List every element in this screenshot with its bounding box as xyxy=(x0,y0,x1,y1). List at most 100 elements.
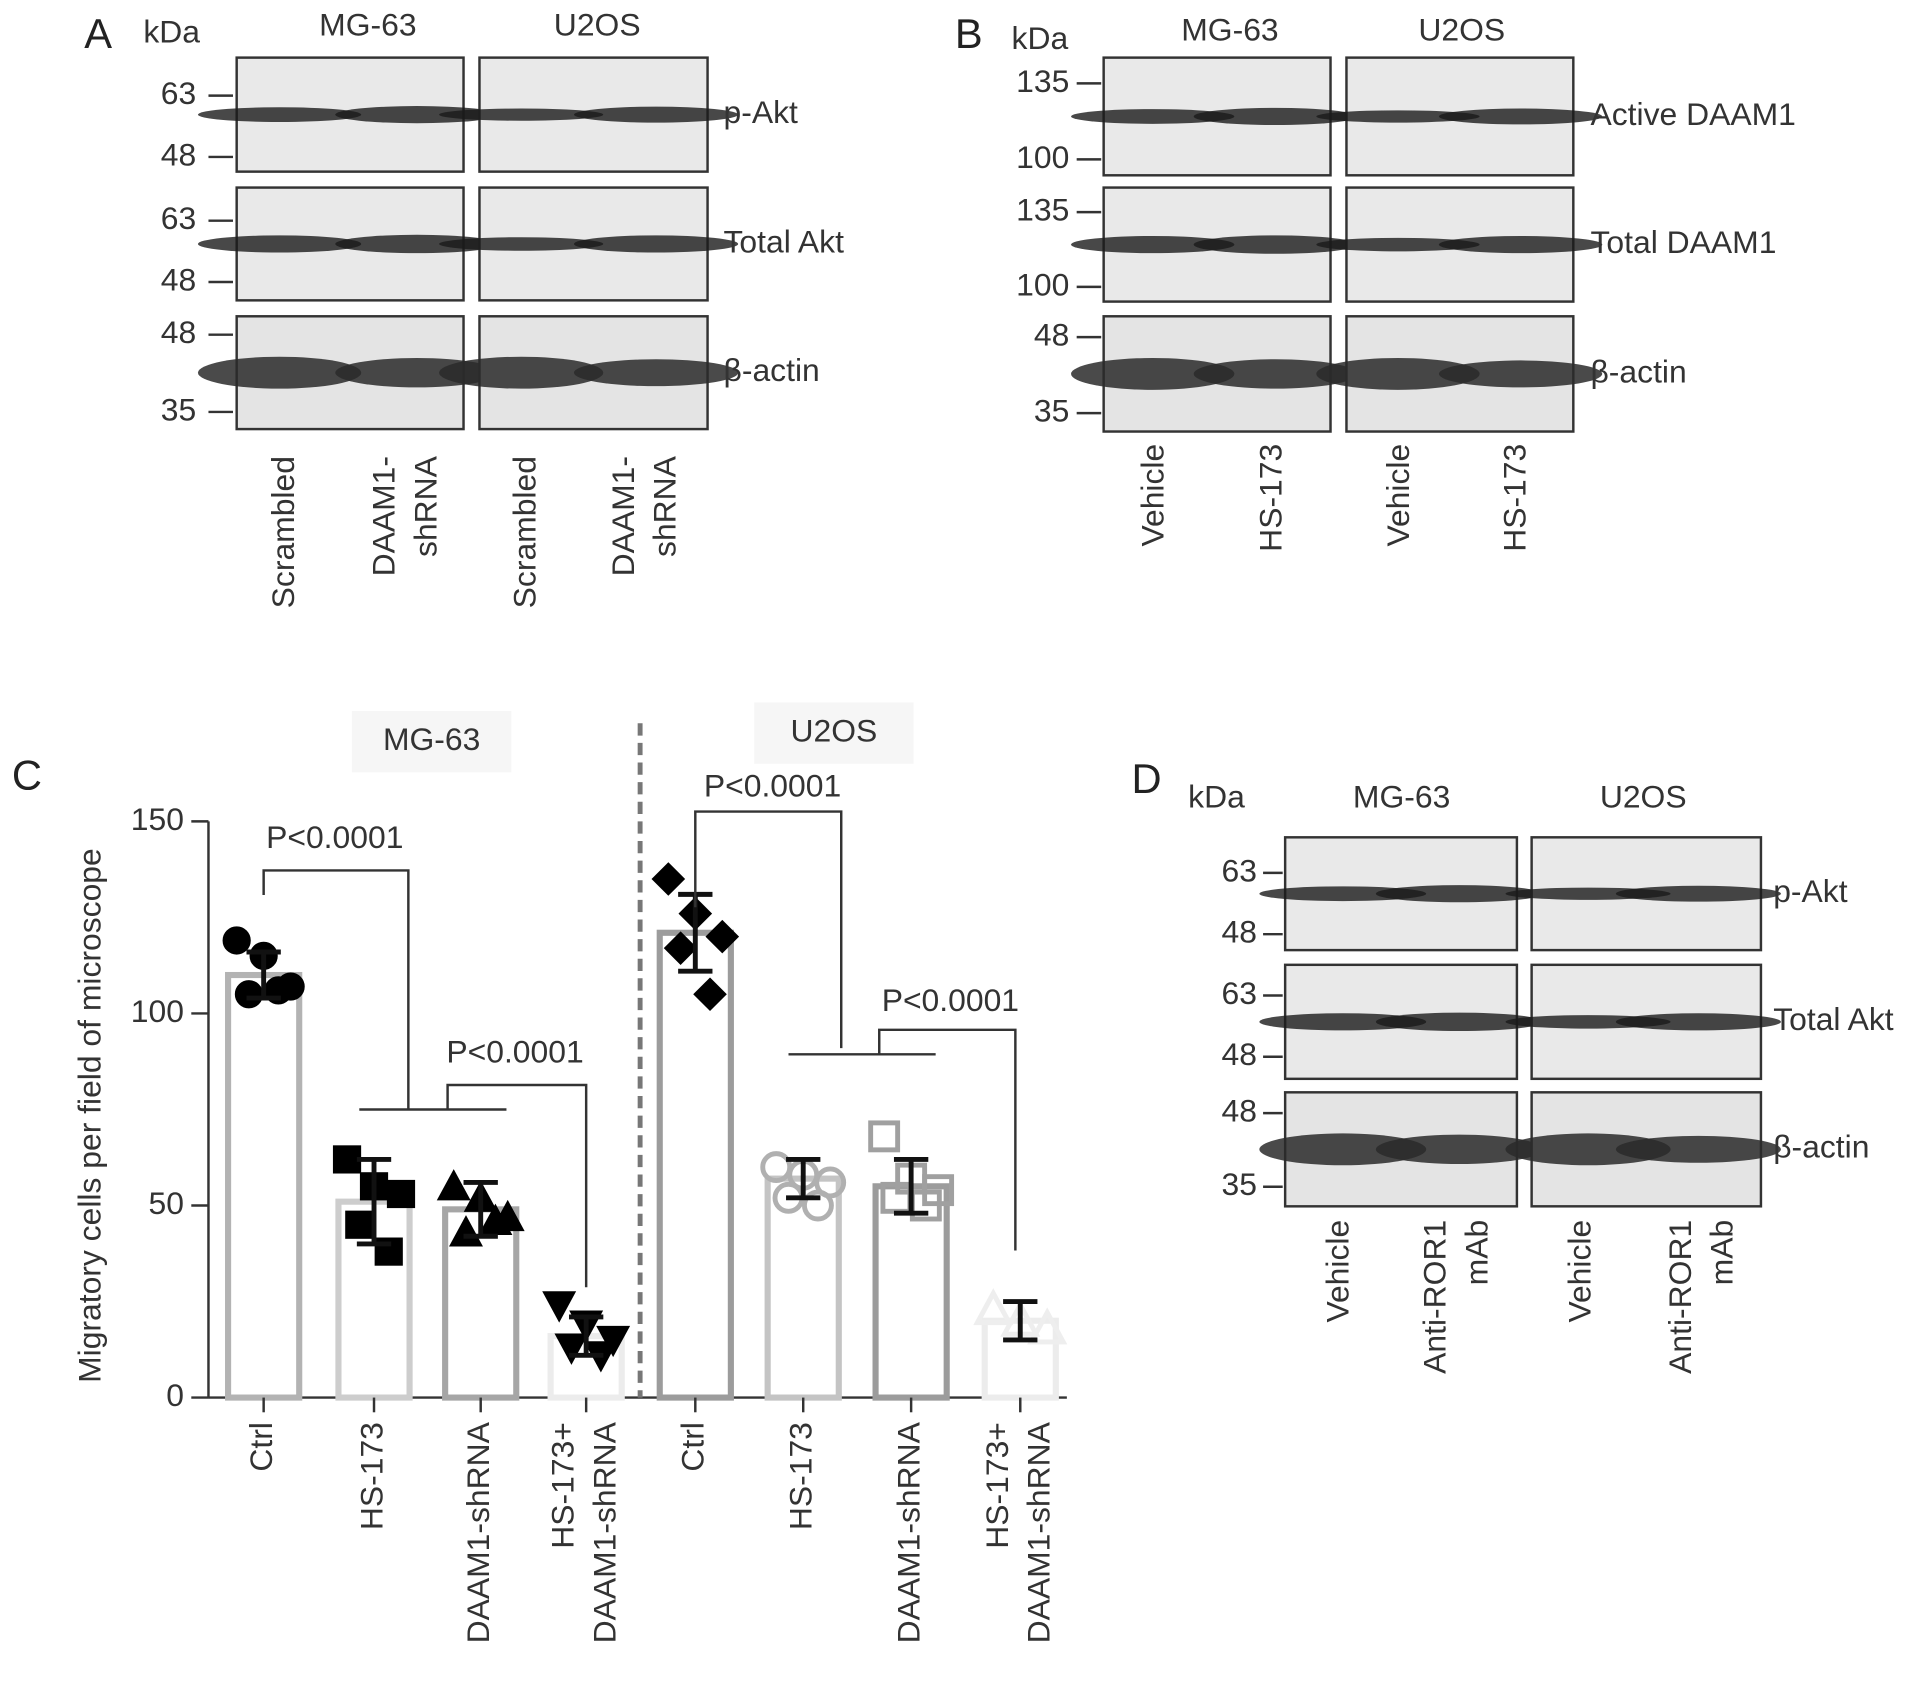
data-point xyxy=(801,1189,834,1222)
data-point xyxy=(449,1215,483,1247)
significance-bracket xyxy=(694,810,936,1056)
band xyxy=(1193,359,1358,389)
error-bar xyxy=(786,1156,821,1201)
group-label-bg xyxy=(754,702,914,764)
x-tick-label: DAAM1-shRNA xyxy=(460,1421,496,1643)
significance-bracket xyxy=(262,869,507,1111)
marker-label: 63 xyxy=(1221,852,1256,888)
data-point xyxy=(332,1145,362,1174)
data-point xyxy=(542,1291,577,1323)
x-tick-label: HS-173+ xyxy=(545,1422,581,1549)
band xyxy=(1316,357,1480,390)
data-point xyxy=(222,926,251,955)
marker-label: 63 xyxy=(161,200,196,236)
marker-label: 100 xyxy=(1016,266,1069,302)
band xyxy=(1071,109,1235,124)
p-value: P<0.0001 xyxy=(704,768,841,804)
row-label: Total Akt xyxy=(724,223,845,259)
marker-label: 35 xyxy=(161,391,196,427)
lane-label: Vehicle xyxy=(1320,1220,1356,1323)
band xyxy=(573,235,739,253)
band xyxy=(1316,237,1480,252)
row-label: β-actin xyxy=(1590,353,1686,389)
band xyxy=(1259,1133,1427,1166)
group-label: MG-63 xyxy=(383,721,480,757)
lane-label: Vehicle xyxy=(1561,1220,1597,1323)
x-tick-label: Ctrl xyxy=(243,1422,279,1472)
row-label: β-actin xyxy=(724,352,820,388)
data-point xyxy=(596,1325,631,1358)
band xyxy=(1438,360,1603,388)
panel-letter: A xyxy=(84,10,112,57)
band xyxy=(1375,1134,1543,1165)
group-label: U2OS xyxy=(554,6,641,42)
data-point xyxy=(705,919,740,954)
significance-bracket xyxy=(446,1083,588,1288)
data-point xyxy=(663,931,698,965)
data-point xyxy=(386,1179,416,1209)
band xyxy=(1375,885,1543,903)
data-point xyxy=(436,1169,471,1201)
lane-label: shRNA xyxy=(407,455,443,557)
data-point xyxy=(1027,1307,1068,1345)
group-label: MG-63 xyxy=(1353,779,1450,815)
lane-label: Scrambled xyxy=(265,456,301,608)
marker-label: 48 xyxy=(1221,1036,1256,1072)
y-tick-label: 100 xyxy=(131,993,184,1029)
lane-label: Vehicle xyxy=(1380,444,1416,547)
band xyxy=(1316,110,1480,123)
lane-label: HS-173 xyxy=(1496,444,1532,552)
band xyxy=(1375,1012,1543,1032)
band xyxy=(1193,235,1358,254)
marker-label: 48 xyxy=(1221,914,1256,950)
significance-bracket xyxy=(878,1028,1017,1251)
row-label: Total Akt xyxy=(1773,1001,1894,1037)
marker-label: 135 xyxy=(1016,192,1069,228)
group-label-bg xyxy=(351,711,512,773)
row-label: β-actin xyxy=(1773,1129,1869,1165)
y-tick-label: 150 xyxy=(131,801,184,837)
band xyxy=(1071,235,1235,254)
band xyxy=(197,356,362,389)
bar xyxy=(656,929,734,1401)
marker-label: 63 xyxy=(1221,975,1256,1011)
x-tick-label: HS-173 xyxy=(783,1422,819,1530)
lane-label: DAAM1- xyxy=(366,456,402,576)
unit-label: kDa xyxy=(1012,20,1069,56)
row-label: p-Akt xyxy=(1773,873,1848,909)
data-point xyxy=(693,977,727,1012)
lane-label: Vehicle xyxy=(1135,444,1171,547)
data-point xyxy=(868,1120,901,1153)
group-label: MG-63 xyxy=(319,6,416,42)
data-point xyxy=(554,1333,589,1365)
error-bar xyxy=(568,1314,604,1358)
group-label: MG-63 xyxy=(1181,11,1278,47)
marker-label: 100 xyxy=(1016,139,1069,175)
marker-label: 63 xyxy=(161,75,196,111)
group-label: U2OS xyxy=(1418,11,1505,47)
x-tick-label: DAAM1-shRNA xyxy=(1021,1421,1057,1643)
band xyxy=(335,234,499,254)
band xyxy=(439,108,604,121)
error-bar xyxy=(893,1156,929,1216)
data-point xyxy=(651,862,686,896)
group-label: U2OS xyxy=(790,713,877,749)
p-value: P<0.0001 xyxy=(446,1034,583,1070)
band xyxy=(573,359,739,387)
marker-label: 48 xyxy=(1221,1093,1256,1129)
band xyxy=(1505,1133,1671,1166)
lane-label: Anti-ROR1 xyxy=(1417,1220,1453,1374)
error-bar xyxy=(356,1156,392,1247)
row-label: Total DAAM1 xyxy=(1590,224,1776,260)
band xyxy=(1615,1135,1781,1163)
x-tick-label: DAAM1-shRNA xyxy=(586,1421,622,1643)
unit-label: kDa xyxy=(1188,779,1245,815)
lane-label: Scrambled xyxy=(507,456,543,608)
band xyxy=(573,106,739,123)
panel-letter: C xyxy=(12,751,42,798)
band xyxy=(1438,108,1603,125)
lane-label: DAAM1- xyxy=(605,456,641,576)
marker-label: 135 xyxy=(1016,63,1069,99)
band xyxy=(197,235,362,253)
